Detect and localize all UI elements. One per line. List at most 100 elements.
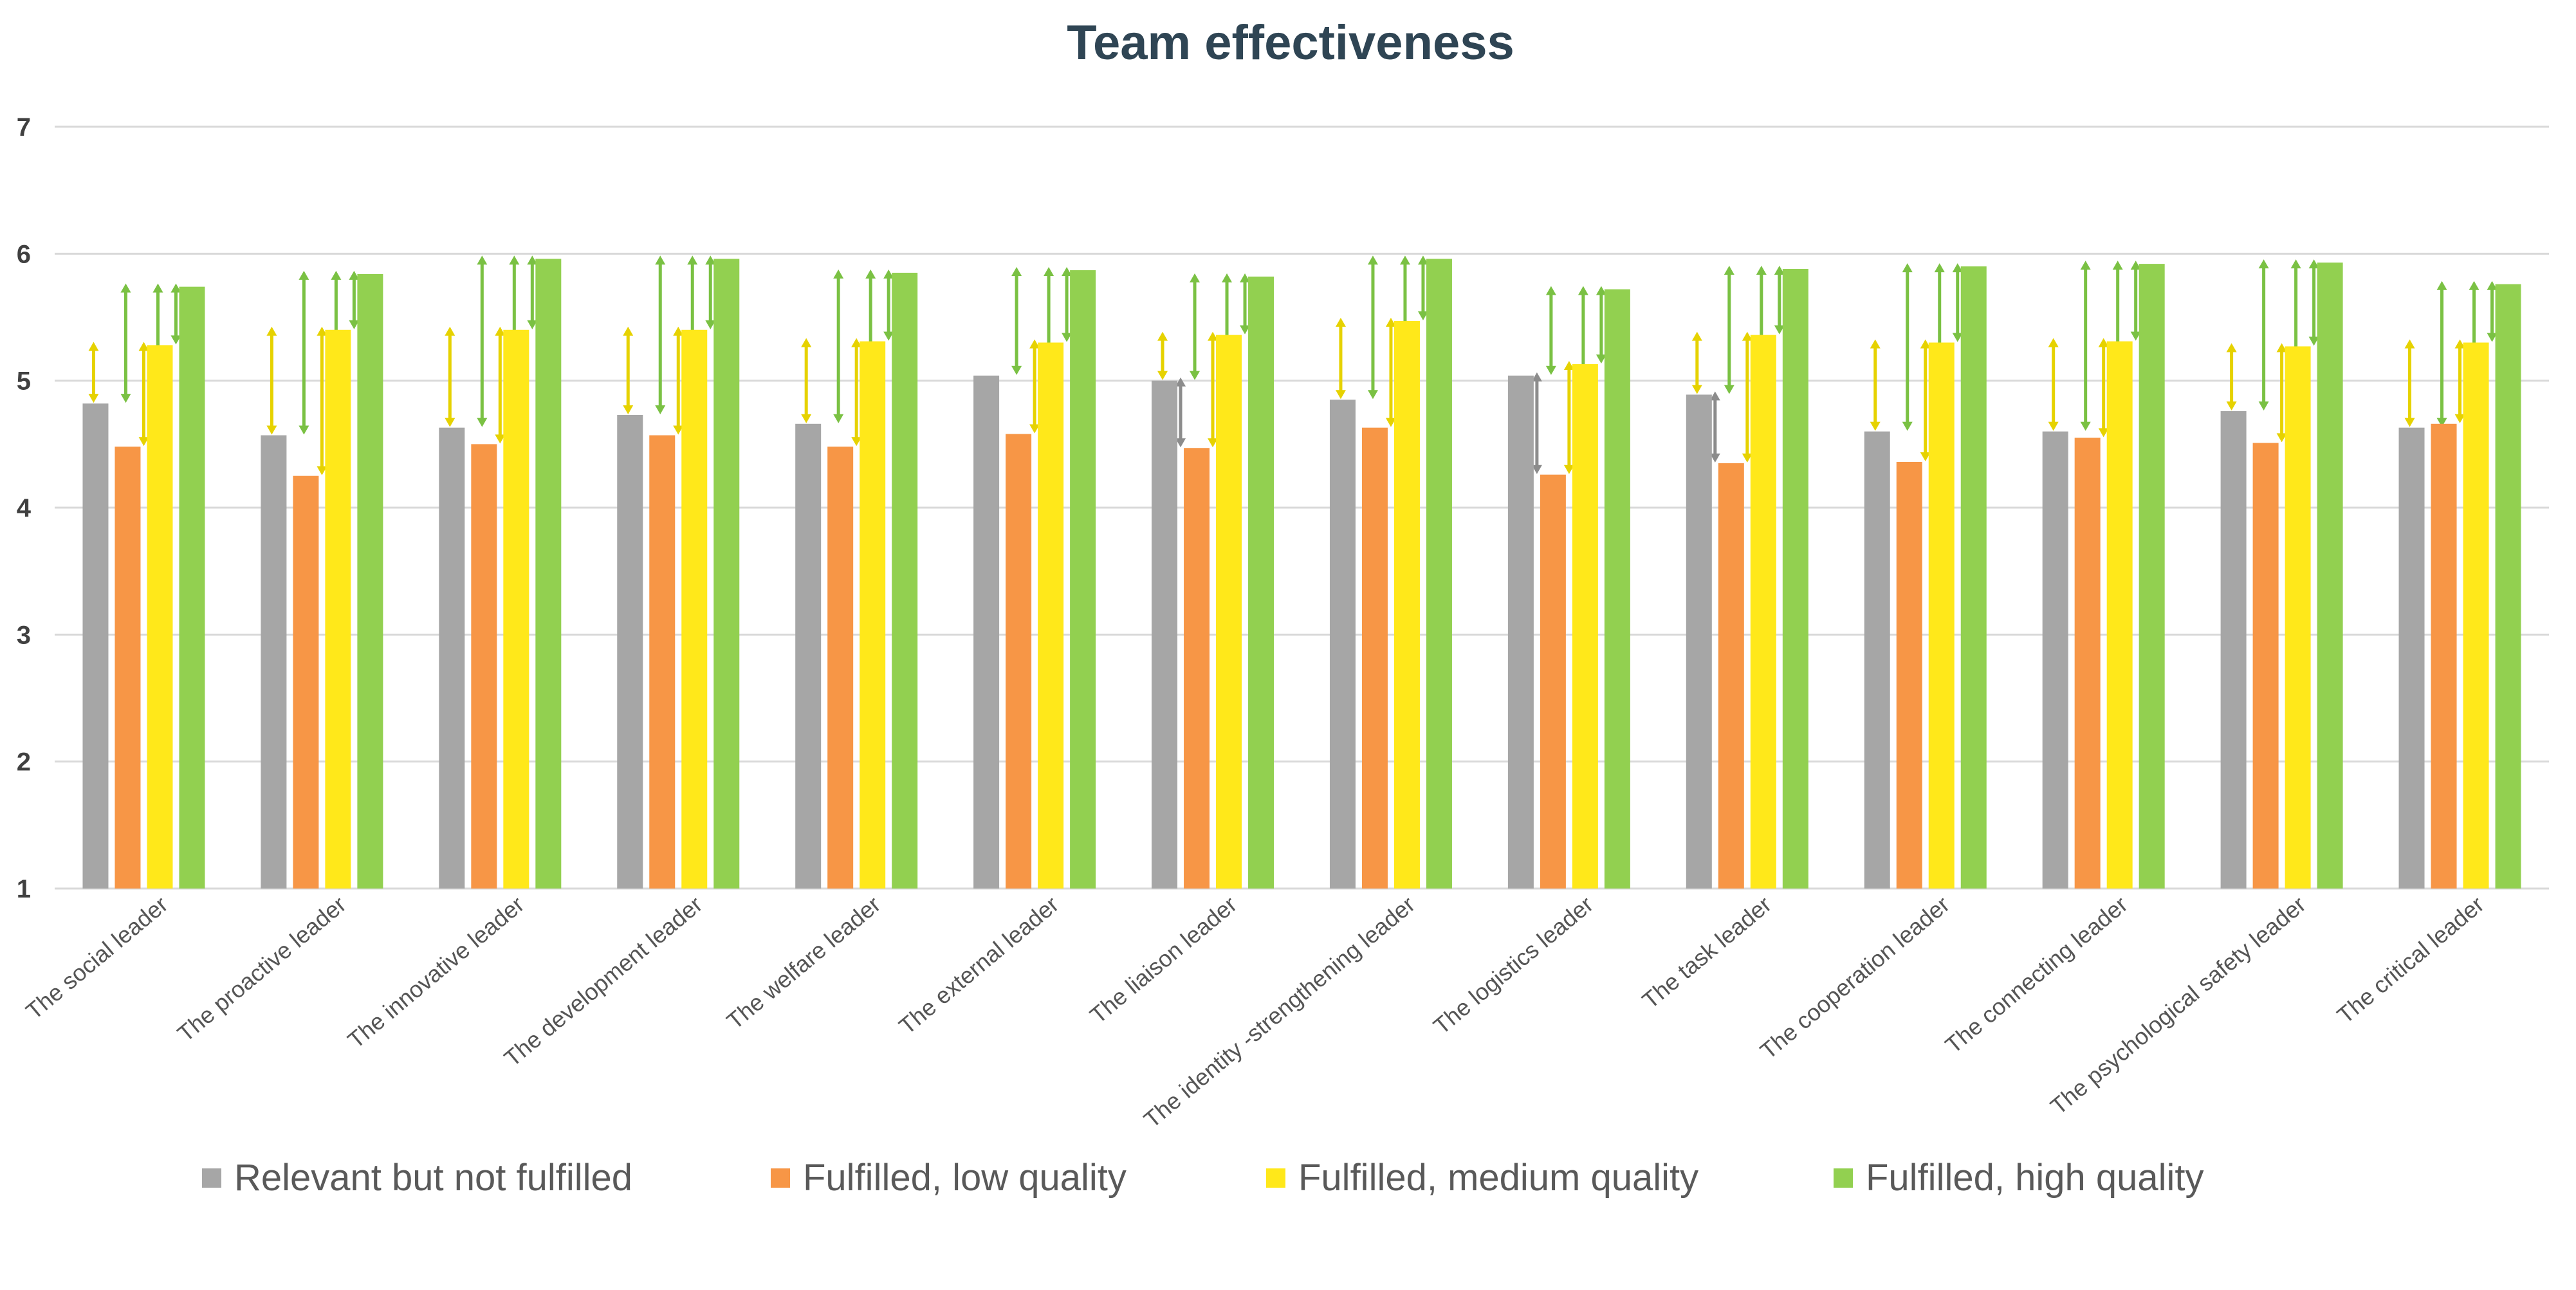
comparison-arrow xyxy=(2226,343,2237,411)
bar xyxy=(1248,276,1274,889)
comparison-arrow xyxy=(1367,255,1378,400)
legend-swatch xyxy=(1266,1168,1285,1188)
comparison-arrow xyxy=(623,326,634,414)
comparison-arrow xyxy=(1190,273,1201,380)
comparison-arrow xyxy=(170,283,181,345)
legend-item: Fulfilled, high quality xyxy=(1834,1157,2204,1199)
bar xyxy=(1718,463,1744,889)
comparison-arrow xyxy=(1724,266,1734,394)
y-tick-label: 1 xyxy=(17,875,31,903)
comparison-arrow xyxy=(1335,317,1346,400)
bar xyxy=(1507,375,1534,889)
comparison-arrow xyxy=(2454,339,2465,423)
bar xyxy=(2285,346,2311,889)
bar xyxy=(1038,342,1064,889)
comparison-arrow xyxy=(2436,281,2447,427)
bar xyxy=(1864,431,1890,889)
legend-item: Fulfilled, low quality xyxy=(771,1157,1127,1199)
comparison-arrow xyxy=(2487,281,2498,342)
comparison-arrow xyxy=(1596,286,1606,364)
bar xyxy=(2398,427,2425,889)
bar xyxy=(2074,438,2101,889)
bar xyxy=(1216,335,1242,889)
comparison-arrow xyxy=(2258,259,2269,411)
bar xyxy=(535,259,562,889)
comparison-arrow xyxy=(120,283,131,403)
bar xyxy=(179,286,205,889)
bar xyxy=(827,447,854,889)
bar xyxy=(2495,284,2521,889)
comparison-arrow xyxy=(2098,338,2109,438)
comparison-arrow xyxy=(88,342,99,403)
comparison-arrow xyxy=(2048,338,2059,431)
comparison-arrow xyxy=(2080,261,2091,431)
bar xyxy=(1782,269,1808,889)
legend-item: Fulfilled, medium quality xyxy=(1266,1157,1698,1199)
bar xyxy=(147,345,173,889)
legend-swatch xyxy=(202,1168,221,1188)
bar xyxy=(115,447,141,889)
legend-label: Fulfilled, medium quality xyxy=(1298,1157,1698,1199)
bar xyxy=(1426,259,1452,889)
comparison-arrow xyxy=(833,269,844,423)
bar xyxy=(892,272,918,889)
comparison-arrow xyxy=(655,255,666,414)
legend-label: Fulfilled, high quality xyxy=(1866,1157,2204,1199)
comparison-arrow xyxy=(1902,263,1913,431)
bar xyxy=(681,329,708,889)
y-tick-label: 6 xyxy=(17,240,31,268)
bar xyxy=(860,341,886,889)
bar xyxy=(1184,448,1210,889)
bar xyxy=(2252,443,2279,889)
bar xyxy=(1960,266,1987,889)
bar xyxy=(2106,341,2133,889)
comparison-arrow xyxy=(266,326,277,435)
comparison-arrow xyxy=(2308,259,2319,346)
comparison-arrow xyxy=(1062,266,1072,342)
comparison-arrow xyxy=(138,342,149,447)
legend-swatch xyxy=(771,1168,790,1188)
bars xyxy=(82,259,2521,889)
y-tick-label: 4 xyxy=(17,494,32,522)
gridlines xyxy=(55,125,2549,890)
comparison-arrow xyxy=(495,326,506,444)
bar xyxy=(649,435,676,889)
bar xyxy=(261,435,287,889)
bar xyxy=(325,329,351,889)
comparison-arrow xyxy=(349,270,360,329)
bar xyxy=(357,273,383,889)
comparison-arrow xyxy=(1175,377,1186,448)
bar xyxy=(973,375,1000,889)
comparison-arrow xyxy=(883,269,894,341)
comparison-arrow xyxy=(1709,391,1720,463)
comparison-arrow xyxy=(2130,261,2141,341)
bar xyxy=(713,259,740,889)
bar xyxy=(2431,423,2457,889)
y-axis-ticks: 1 2 3 4 5 6 7 xyxy=(17,113,32,903)
bar xyxy=(1572,364,1598,889)
y-tick-label: 5 xyxy=(17,367,31,396)
bar xyxy=(2042,431,2068,889)
bar xyxy=(1896,461,1922,889)
comparison-arrow xyxy=(1208,331,1219,448)
comparison-arrow xyxy=(477,255,488,427)
bar xyxy=(1540,474,1566,889)
comparison-arrow xyxy=(2276,343,2287,443)
legend-swatch xyxy=(1834,1168,1853,1188)
bar xyxy=(471,444,497,889)
comparison-arrow xyxy=(299,270,309,435)
comparison-arrow xyxy=(1563,361,1574,474)
comparison-arrow xyxy=(1742,331,1753,463)
comparison-arrow xyxy=(1920,339,1931,461)
bar xyxy=(1361,427,1388,889)
comparison-arrow xyxy=(1870,339,1881,431)
legend-label: Relevant but not fulfilled xyxy=(234,1157,632,1199)
bar xyxy=(293,475,319,889)
chart-title: Team effectiveness xyxy=(1067,15,1514,70)
bar xyxy=(2463,342,2489,889)
comparison-arrow xyxy=(1691,331,1702,394)
comparison-arrow xyxy=(1545,286,1556,375)
bar xyxy=(617,414,643,889)
